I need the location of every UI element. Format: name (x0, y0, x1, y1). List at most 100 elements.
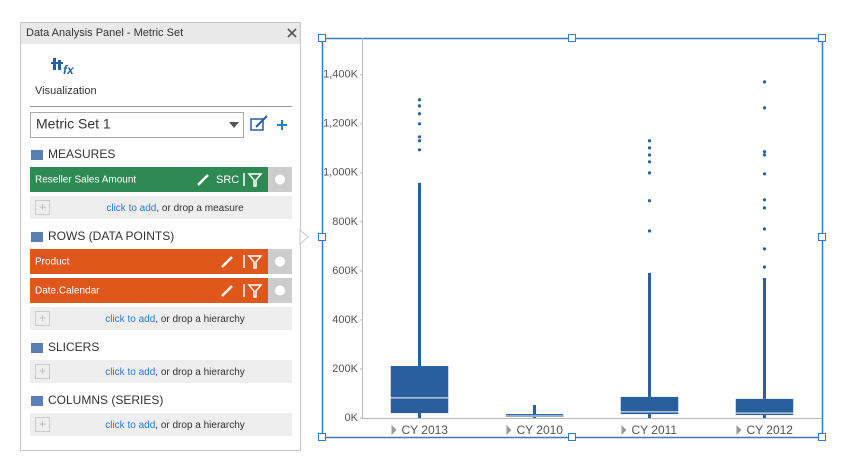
drop-hint: click to add, or drop a hierarchy (105, 367, 245, 378)
y-tick-label: 0K (345, 412, 359, 424)
drop-zone (30, 360, 292, 383)
panel-pointer (299, 228, 309, 246)
section-heading: COLUMNS (SERIES) (48, 393, 163, 407)
field-item[interactable]: Reseller Sales Amount SRC (30, 167, 292, 192)
x-tick-label: CY 2010 (517, 423, 564, 437)
drop-zone (30, 307, 292, 330)
expand-icon[interactable] (391, 425, 397, 435)
drop-hint: click to add, or drop a hierarchy (105, 420, 245, 431)
upper-whisker (763, 278, 766, 399)
box (620, 396, 679, 415)
drop-plus: + (39, 200, 46, 214)
field-item[interactable]: Date.Calendar (30, 278, 292, 303)
outlier (762, 172, 767, 176)
resize-handle[interactable] (818, 34, 826, 42)
lower-whisker (418, 413, 421, 418)
resize-handle[interactable] (318, 233, 326, 241)
drop-plus: + (39, 364, 46, 378)
lower-whisker (763, 415, 766, 418)
section-heading: SLICERS (48, 340, 99, 354)
expand-icon[interactable] (506, 425, 512, 435)
edit-icon (197, 174, 209, 186)
remove-icon (275, 174, 285, 185)
edit-metric-set[interactable] (250, 115, 268, 131)
y-tick-label: 1,200K (323, 118, 359, 130)
y-tick-label: 1,000K (323, 167, 359, 179)
outlier (647, 139, 652, 143)
section-icon (31, 396, 43, 406)
close-button[interactable] (287, 28, 297, 38)
field-tag: SRC (216, 174, 239, 186)
drop-zone (30, 196, 292, 219)
x-tick-label: CY 2011 (632, 423, 678, 437)
outlier (762, 198, 767, 202)
add-text: , or drop a hierarchy (155, 367, 245, 378)
drop-plus-box (35, 417, 50, 432)
expand-icon[interactable] (621, 425, 627, 435)
resize-handle[interactable] (318, 34, 326, 42)
y-tick-label: 600K (332, 265, 358, 277)
remove-icon (275, 285, 285, 296)
x-tick-label: CY 2013 (402, 423, 449, 437)
field-bar (30, 167, 268, 192)
section-heading: MEASURES (48, 147, 115, 161)
y-tick-label: 200K (332, 363, 358, 375)
outlier (647, 160, 652, 164)
outlier (647, 153, 652, 157)
resize-handle[interactable] (818, 233, 826, 241)
outlier (647, 146, 652, 150)
add-link[interactable]: click to add (106, 203, 156, 214)
edit-icon (221, 285, 233, 297)
upper-whisker (418, 182, 421, 367)
section-heading: ROWS (DATA POINTS) (48, 229, 174, 243)
outlier (417, 104, 422, 108)
sections: MEASURES Reseller Sales Amount SRC + click t… (30, 147, 292, 436)
outlier (417, 148, 422, 152)
y-tick-label: 400K (332, 314, 358, 326)
metric-set-value: Metric Set 1 (36, 116, 111, 132)
outlier (647, 199, 652, 203)
add-link[interactable]: click to add (105, 367, 155, 378)
outlier (417, 98, 422, 102)
metric-set-dropdown[interactable]: Metric Set 1 (30, 112, 244, 138)
visualization-button[interactable]: fx Visualization (35, 58, 97, 97)
drop-plus: + (39, 311, 46, 325)
outlier (762, 150, 767, 154)
outlier (762, 247, 767, 251)
y-tick-label: 800K (332, 216, 358, 228)
resize-handle[interactable] (818, 433, 826, 441)
lower-whisker (648, 414, 651, 418)
add-link[interactable]: click to add (105, 314, 155, 325)
outlier (647, 171, 652, 175)
outlier (762, 153, 767, 157)
visualization-icon: fx (63, 63, 75, 77)
drop-hint: click to add, or drop a hierarchy (105, 314, 245, 325)
remove-icon (275, 256, 285, 267)
resize-handle[interactable] (568, 34, 576, 42)
section-icon (31, 232, 43, 242)
add-text: , or drop a measure (156, 203, 244, 214)
panel-title: Data Analysis Panel - Metric Set (26, 27, 183, 39)
expand-icon[interactable] (736, 425, 742, 435)
panel-header (21, 23, 300, 44)
field-label: Date.Calendar (35, 286, 100, 297)
visualization-label: Visualization (35, 85, 97, 97)
outlier (762, 106, 767, 110)
box (735, 398, 794, 416)
outlier (417, 139, 422, 143)
outlier (417, 135, 422, 139)
resize-handle[interactable] (318, 433, 326, 441)
edit-icon (221, 256, 233, 268)
drop-plus-box (35, 311, 50, 326)
filter-icon (247, 255, 263, 269)
outlier (762, 265, 767, 269)
filter-icon (247, 284, 263, 298)
y-tick-label: 1,400K (323, 69, 359, 81)
add-link[interactable]: click to add (105, 420, 155, 431)
add-metric-set[interactable] (277, 120, 287, 130)
outlier (647, 229, 652, 233)
field-item[interactable]: Product (30, 249, 292, 274)
resize-handle[interactable] (568, 433, 576, 441)
